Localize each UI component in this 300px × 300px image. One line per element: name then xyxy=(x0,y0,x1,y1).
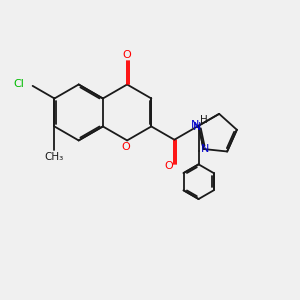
Text: O: O xyxy=(165,161,173,172)
Text: CH₃: CH₃ xyxy=(45,152,64,162)
Text: O: O xyxy=(123,50,131,60)
Text: N: N xyxy=(191,120,199,130)
Text: N: N xyxy=(193,122,201,132)
Text: O: O xyxy=(121,142,130,152)
Text: Cl: Cl xyxy=(14,80,24,89)
Text: H: H xyxy=(200,115,208,125)
Text: N: N xyxy=(201,144,209,154)
